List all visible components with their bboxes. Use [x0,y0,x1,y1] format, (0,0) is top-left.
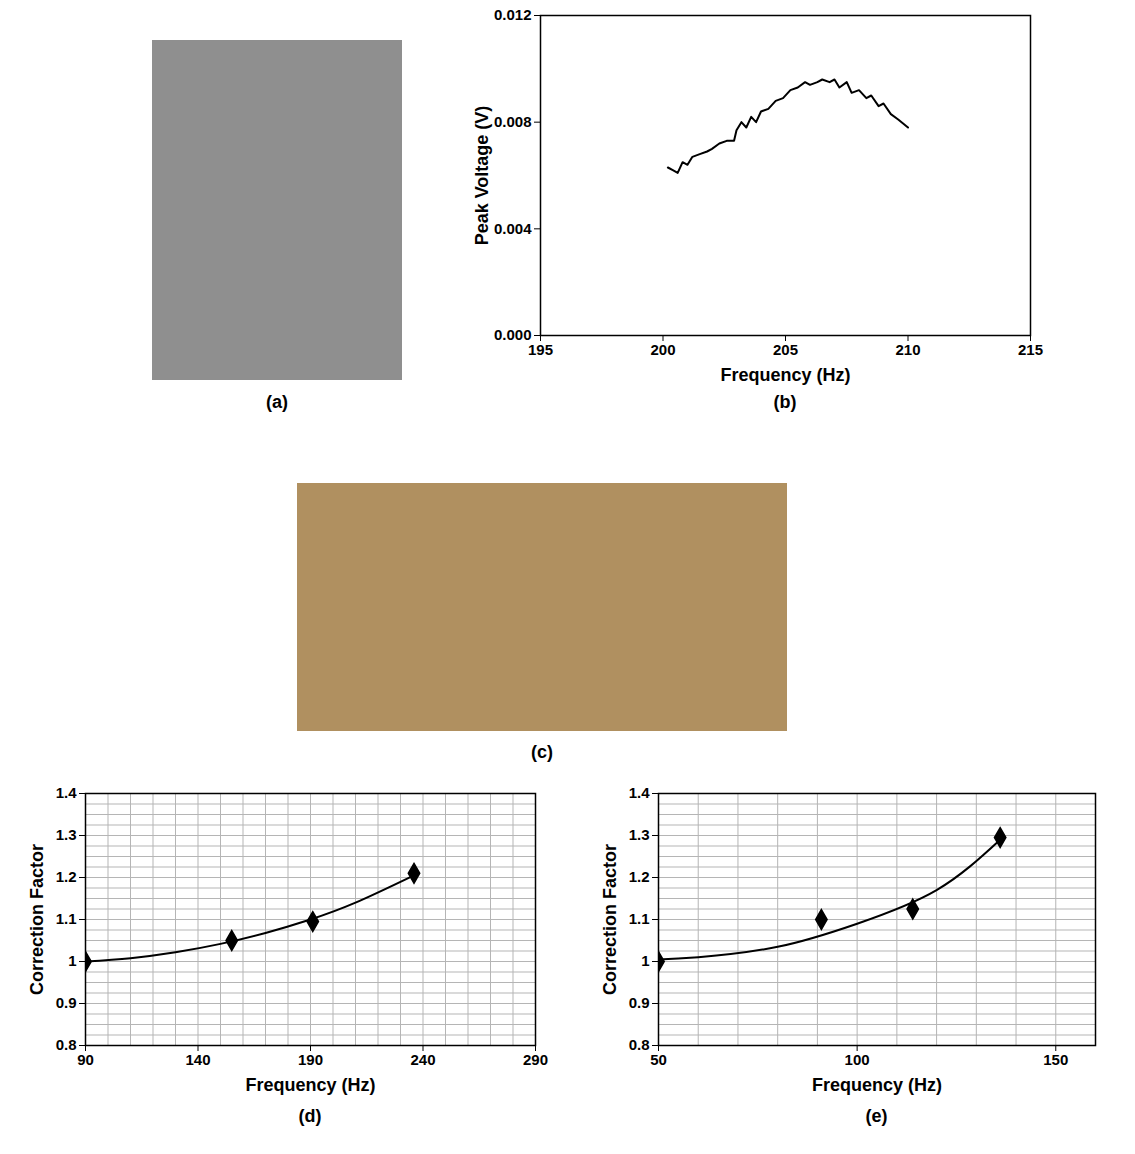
svg-text:1: 1 [68,952,76,969]
svg-text:215: 215 [1018,341,1043,358]
html-text:(d): (d) [298,1106,322,1126]
html-text:(e): (e) [865,1106,888,1126]
svg-text:1.2: 1.2 [629,868,650,885]
svg-text:Correction Factor: Correction Factor [600,844,620,995]
svg-text:290: 290 [523,1051,548,1068]
svg-text:195: 195 [528,341,553,358]
svg-text:Frequency (Hz): Frequency (Hz) [812,1075,942,1095]
svg-text:0.8: 0.8 [56,1036,77,1053]
svg-text:240: 240 [410,1051,435,1068]
html-text:(a): (a) [266,392,288,412]
svg-text:150: 150 [1043,1051,1068,1068]
svg-text:90: 90 [77,1051,94,1068]
svg-text:0.9: 0.9 [56,994,77,1011]
svg-text:1.3: 1.3 [629,826,650,843]
svg-text:1.1: 1.1 [629,910,650,927]
svg-text:Frequency (Hz): Frequency (Hz) [245,1075,375,1095]
html-text:(b): (b) [773,392,797,412]
svg-text:1.1: 1.1 [56,910,77,927]
svg-text:190: 190 [298,1051,323,1068]
svg-text:0.012: 0.012 [494,6,532,23]
svg-text:0.8: 0.8 [629,1036,650,1053]
svg-text:Frequency (Hz): Frequency (Hz) [720,365,850,385]
svg-text:140: 140 [185,1051,210,1068]
svg-text:200: 200 [650,341,675,358]
html-text:(c): (c) [531,742,553,762]
svg-text:0.9: 0.9 [629,994,650,1011]
svg-text:0.008: 0.008 [494,113,532,130]
svg-text:1.3: 1.3 [56,826,77,843]
svg-text:0.000: 0.000 [494,326,532,343]
svg-text:1.2: 1.2 [56,868,77,885]
svg-text:0.004: 0.004 [494,220,532,237]
svg-text:100: 100 [845,1051,870,1068]
svg-text:210: 210 [895,341,920,358]
svg-text:1.4: 1.4 [629,784,651,801]
svg-text:Correction Factor: Correction Factor [27,844,47,995]
svg-text:50: 50 [650,1051,667,1068]
svg-text:205: 205 [773,341,798,358]
svg-text:1: 1 [641,952,649,969]
svg-text:1.4: 1.4 [56,784,78,801]
svg-text:Peak Voltage (V): Peak Voltage (V) [472,106,492,246]
